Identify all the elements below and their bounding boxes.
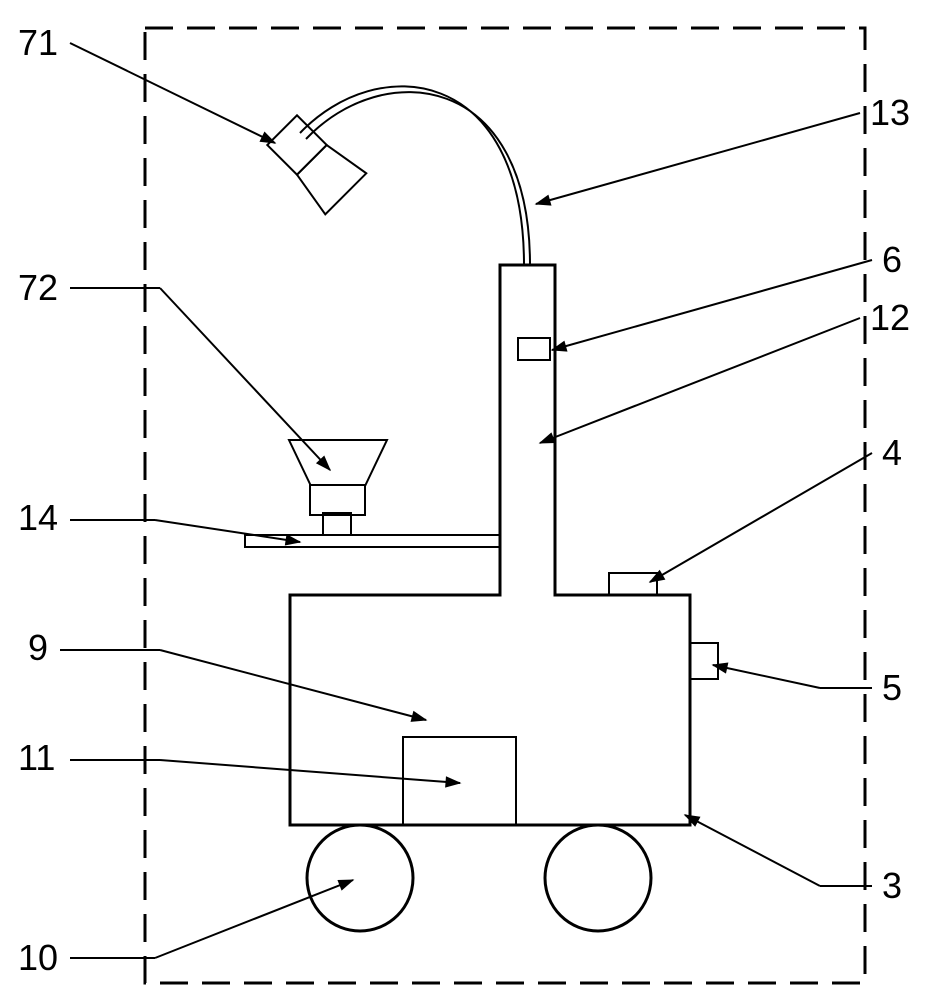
label-72: 72: [18, 267, 58, 308]
lower-speaker-stand: [323, 513, 351, 535]
diagram-canvas: 71 72 14 9 11 10 13 6 12 4 5 3: [0, 0, 942, 1000]
label-71: 71: [18, 22, 58, 63]
base-box: [290, 595, 690, 825]
label-10: 10: [18, 937, 58, 978]
gooseneck-inner: [306, 92, 530, 265]
label-14: 14: [18, 497, 58, 538]
label-4: 4: [882, 432, 902, 473]
inner-box: [403, 737, 516, 825]
side-box: [690, 643, 718, 679]
wheel-1: [307, 825, 413, 931]
label-11: 11: [18, 737, 55, 778]
top-small-box: [609, 573, 657, 595]
label-5: 5: [882, 667, 902, 708]
gooseneck-outer: [300, 86, 524, 265]
lower-speaker-cone: [289, 440, 387, 485]
wheel-2: [545, 825, 651, 931]
label-13: 13: [870, 92, 910, 133]
label-6: 6: [882, 239, 902, 280]
label-3: 3: [882, 865, 902, 906]
vertical-pillar: [500, 265, 555, 595]
upper-speaker: [262, 110, 367, 215]
label-12: 12: [870, 297, 910, 338]
label-9: 9: [28, 627, 48, 668]
lower-speaker-base: [310, 485, 365, 515]
shelf: [245, 535, 500, 547]
